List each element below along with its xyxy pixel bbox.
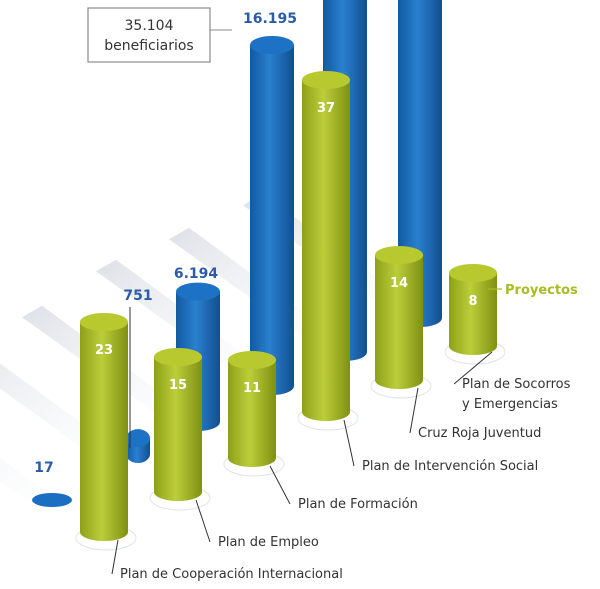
green-value-label: 11 [243,381,261,396]
category-label: Plan de Empleo [218,535,319,550]
blue-bar-plan-de-intervencion-social [250,36,294,395]
green-cylinder-body [154,357,202,501]
blue-cylinder-top [126,429,150,448]
green-value-label: 37 [317,101,335,116]
green-cylinder-top [228,351,276,369]
shadow-band [0,363,156,488]
blue-bar-plan-de-socorros-y-emergencias [398,0,442,327]
leader-line [409,387,419,434]
leader-line [195,499,211,543]
blue-value-label: 6.194 [174,266,219,282]
green-bar-plan-de-cooperacion-internacional: 23 [75,313,137,551]
green-cylinder-top [375,246,423,264]
blue-bar-plan-de-cooperacion-internacional [32,493,72,507]
annotation-box: 35.104 beneficiarios [87,7,232,63]
blue-disc [32,493,72,507]
green-value-label: 14 [390,276,408,291]
green-cylinder-top [449,264,497,282]
green-cylinder-body [80,322,128,541]
category-label: Plan de Intervención Social [362,459,538,474]
green-cylinder-body [228,360,276,467]
leader-line [343,419,355,467]
green-bar-cruz-roja-juventud: 14 [370,246,432,399]
green-bar-plan-de-empleo: 15 [149,348,211,511]
green-bar-plan-de-socorros-y-emergencias: 8 [444,264,506,365]
category-label: Plan de Cooperación Internacional [120,567,343,582]
legend-proyectos: Proyectos [505,283,578,298]
legend: Proyectos [488,283,578,298]
category-label: Plan de Formación [298,497,418,512]
blue-cylinder-top [176,282,220,301]
annotation-line-1: 35.104 [125,18,174,34]
green-cylinder-top [154,348,202,366]
green-cylinder-body [449,273,497,355]
label-layer: 17 751 6.194 16.195 Plan de Cooperación Inte… [34,11,570,582]
category-label: y Emergencias [462,397,558,412]
green-cylinder-top [302,71,350,89]
blue-value-label: 17 [34,460,53,476]
green-bar-plan-de-formacion: 11 [223,351,285,477]
category-plan-de-empleo: Plan de Empleo [195,499,319,550]
proyectos-series: 23 15 11 37 14 8 [75,71,506,551]
blue-value-label: 16.195 [243,11,297,27]
annotation-line-2: beneficiarios [104,38,193,54]
category-plan-de-socorros-y-emergencias: Plan de Socorros y Emergencias [453,351,571,412]
blue-cylinder-body [250,45,294,395]
leader-line [269,465,291,505]
green-cylinder-body [375,255,423,389]
blue-bar-plan-de-empleo [126,429,150,463]
category-plan-de-cooperacion-internacional: Plan de Cooperación Internacional [111,539,343,582]
green-cylinder-body [302,80,350,421]
category-label: Plan de Socorros [462,377,571,392]
blue-value-label: 751 [123,288,152,304]
leader-line [453,351,493,385]
category-cruz-roja-juventud: Cruz Roja Juventud [409,387,541,441]
leader-line [111,539,119,575]
green-value-label: 15 [169,378,187,393]
category-plan-de-intervencion-social: Plan de Intervención Social [343,419,538,474]
shadow-band [0,457,82,528]
green-cylinder-top [80,313,128,331]
green-value-label: 23 [95,343,113,358]
category-label: Cruz Roja Juventud [418,426,541,441]
green-bar-plan-de-intervencion-social: 37 [297,71,359,431]
green-value-label: 8 [468,294,477,309]
blue-cylinder-body [398,0,442,327]
category-plan-de-formacion: Plan de Formación [269,465,418,512]
blue-cylinder-top [250,36,294,54]
